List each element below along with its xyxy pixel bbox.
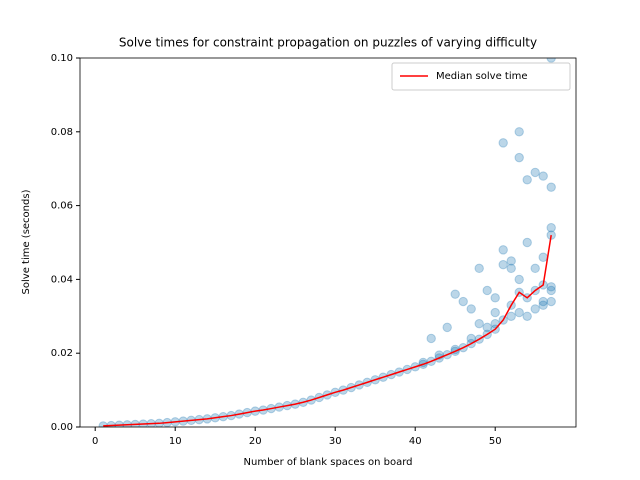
scatter-point (514, 152, 524, 163)
x-tick-label: 40 (409, 436, 422, 447)
scatter-point (474, 318, 484, 329)
scatter-point (530, 304, 540, 314)
scatter-point (490, 293, 500, 303)
scatter-point (522, 237, 532, 248)
x-axis-label: Number of blank spaces on board (244, 457, 413, 468)
legend-box (391, 62, 571, 91)
scatter-point (474, 263, 484, 274)
scatter-point (514, 127, 524, 137)
scatter-point (498, 259, 508, 270)
y-tick-label: 0.10 (51, 53, 73, 64)
scatter-point (530, 263, 540, 274)
scatter-point (506, 263, 516, 274)
scatter-point (482, 322, 492, 333)
axes-frame (79, 57, 577, 428)
scatter-point (466, 304, 476, 314)
scatter-point (498, 245, 508, 255)
scatter-point (498, 138, 508, 148)
x-tick-label: 0 (92, 436, 98, 447)
y-tick-label: 0.00 (51, 422, 73, 433)
chart-title: Solve times for constraint propagation o… (119, 36, 537, 50)
y-tick-label: 0.08 (51, 127, 73, 138)
scatter-point (490, 307, 500, 318)
scatter-point (538, 252, 548, 262)
scatter-point (538, 296, 548, 307)
scatter-point (482, 285, 492, 296)
x-tick-label: 20 (249, 436, 262, 447)
scatter-point (458, 296, 468, 307)
scatter-point (546, 285, 556, 296)
scatter-point (546, 282, 556, 292)
scatter-point (450, 289, 460, 299)
y-tick-label: 0.04 (51, 274, 73, 285)
x-tick-label: 50 (489, 436, 502, 447)
x-tick-label: 10 (169, 436, 182, 447)
scatter-point (522, 311, 532, 321)
scatter-point (522, 175, 532, 185)
scatter-point (506, 256, 516, 266)
scatter-point (546, 58, 556, 63)
x-tick-label: 30 (329, 436, 342, 447)
scatter-point (546, 296, 556, 307)
scatter-point (530, 167, 540, 178)
scatter-point (466, 333, 476, 344)
series-layer (98, 58, 556, 427)
y-tick-label: 0.06 (51, 201, 73, 212)
scatter-point (546, 223, 556, 233)
scatter-point (514, 274, 524, 285)
y-tick-label: 0.02 (51, 348, 73, 359)
y-axis-label: Solve time (seconds) (21, 189, 32, 294)
scatter-point (442, 322, 452, 333)
scatter-point (538, 171, 548, 181)
scatter-point (546, 182, 556, 192)
scatter-point (506, 311, 516, 321)
legend-label: Median solve time (436, 71, 528, 82)
scatter-point (426, 333, 436, 344)
median-line (103, 235, 552, 427)
scatter-point (538, 300, 548, 310)
scatter-point (514, 307, 524, 318)
